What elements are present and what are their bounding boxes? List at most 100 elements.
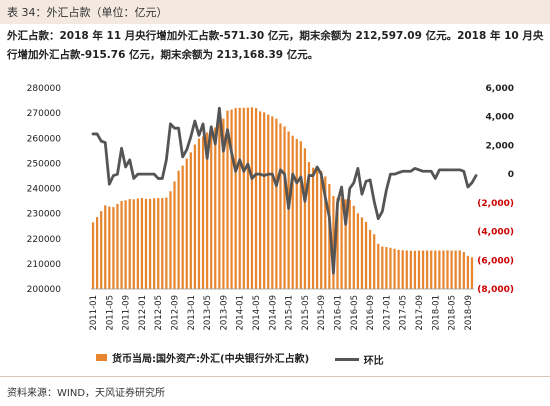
bar bbox=[144, 198, 148, 289]
bar bbox=[250, 107, 254, 289]
bar bbox=[275, 118, 278, 290]
bar bbox=[254, 108, 258, 289]
right-axis-tick: (4,000) bbox=[477, 228, 514, 238]
bar bbox=[258, 111, 262, 290]
bar bbox=[263, 112, 266, 290]
bar bbox=[344, 199, 347, 289]
bar bbox=[169, 191, 172, 289]
left-axis-tick: 230000 bbox=[27, 210, 62, 220]
bar bbox=[242, 107, 245, 289]
bar bbox=[332, 196, 335, 289]
bar bbox=[446, 250, 449, 289]
legend-swatch-bar bbox=[96, 354, 107, 361]
bar bbox=[95, 217, 99, 289]
x-axis-tick: 2012-09 bbox=[171, 295, 181, 331]
bar bbox=[157, 198, 160, 289]
bar bbox=[246, 107, 249, 289]
bar bbox=[377, 243, 380, 289]
bar bbox=[434, 250, 437, 289]
bar bbox=[316, 167, 319, 289]
x-axis-tick: 2011-09 bbox=[122, 295, 132, 331]
bar bbox=[385, 247, 388, 289]
bar bbox=[116, 203, 119, 289]
bar bbox=[128, 199, 131, 289]
x-axis-tick: 2018-05 bbox=[448, 295, 458, 331]
chart-legend: 货币当局:国外资产:外汇(中央银行外汇占款) 环比 bbox=[96, 350, 406, 367]
x-axis-tick: 2017-01 bbox=[382, 295, 392, 331]
bar bbox=[430, 250, 433, 289]
bar bbox=[417, 250, 421, 289]
chart-canvas: 280000 270000 260000 250000 240000 230000 2200… bbox=[27, 84, 514, 331]
bar bbox=[181, 165, 184, 289]
bar bbox=[442, 250, 445, 289]
x-axis-tick: 2011-05 bbox=[105, 295, 115, 331]
bar bbox=[161, 198, 164, 289]
x-axis-tick: 2015-01 bbox=[285, 295, 295, 331]
bar bbox=[197, 138, 201, 289]
bar bbox=[136, 198, 139, 289]
bar bbox=[108, 206, 111, 289]
right-axis-tick: 6,000 bbox=[486, 84, 514, 94]
right-axis-tick: 4,000 bbox=[486, 113, 514, 123]
x-axis-tick: 2013-09 bbox=[219, 295, 229, 331]
bar bbox=[295, 139, 298, 289]
bar bbox=[206, 132, 209, 289]
x-axis-tick: 2013-01 bbox=[187, 295, 197, 331]
x-axis-tick: 2017-09 bbox=[415, 295, 425, 331]
bar bbox=[238, 107, 241, 289]
x-axis-tick: 2012-05 bbox=[154, 295, 164, 331]
x-axis-tick: 2015-05 bbox=[301, 295, 311, 331]
x-axis-tick: 2017-05 bbox=[399, 295, 409, 331]
bar bbox=[189, 152, 192, 289]
bar bbox=[201, 136, 205, 289]
bar bbox=[393, 248, 396, 289]
left-axis-tick: 250000 bbox=[27, 159, 62, 169]
bar bbox=[307, 162, 311, 289]
bar bbox=[336, 198, 339, 289]
bar bbox=[173, 181, 176, 289]
bar bbox=[348, 199, 351, 289]
legend-item-mom: 环比 bbox=[334, 352, 384, 367]
bar bbox=[438, 250, 441, 289]
left-axis-tick: 280000 bbox=[27, 84, 62, 94]
left-axis-tick: 240000 bbox=[27, 185, 62, 195]
x-axis-tick: 2014-01 bbox=[236, 295, 246, 331]
bar bbox=[405, 250, 408, 289]
bar bbox=[271, 116, 274, 289]
bar bbox=[356, 213, 359, 289]
bar bbox=[360, 217, 364, 289]
bar bbox=[279, 123, 282, 290]
bar bbox=[303, 148, 307, 289]
bar bbox=[364, 221, 368, 289]
bar bbox=[368, 229, 372, 289]
bar bbox=[421, 250, 425, 289]
bar bbox=[148, 198, 152, 289]
bar bbox=[210, 129, 213, 289]
bar bbox=[283, 126, 286, 289]
table-header-bar: 表 34：外汇占款（单位：亿元） bbox=[0, 0, 550, 24]
bar bbox=[320, 170, 323, 289]
bar bbox=[230, 109, 233, 289]
legend-label-fx-holdings: 货币当局:国外资产:外汇(中央银行外汇占款) bbox=[112, 354, 310, 365]
bar bbox=[234, 108, 237, 289]
legend-swatch-line bbox=[334, 358, 359, 361]
x-axis-tick: 2014-05 bbox=[252, 295, 262, 331]
bar bbox=[185, 158, 188, 289]
right-axis-tick: 0 bbox=[508, 170, 514, 180]
x-axis-tick: 2013-05 bbox=[203, 295, 213, 331]
bar bbox=[267, 114, 270, 289]
left-axis-tick: 220000 bbox=[27, 235, 62, 245]
bar bbox=[291, 135, 294, 289]
source-note: 资料来源：WIND，天风证券研究所 bbox=[7, 388, 166, 399]
x-axis-tick: 2018-01 bbox=[431, 295, 441, 331]
bar bbox=[409, 250, 412, 289]
series-line-mom bbox=[91, 106, 478, 275]
bar bbox=[177, 170, 180, 289]
bar bbox=[450, 250, 453, 289]
bar bbox=[140, 198, 144, 289]
left-axis-tick: 260000 bbox=[27, 134, 62, 144]
x-axis-tick: 2015-09 bbox=[317, 295, 327, 331]
bar bbox=[373, 234, 376, 289]
bar bbox=[153, 198, 156, 289]
left-axis-tick: 270000 bbox=[27, 109, 62, 119]
